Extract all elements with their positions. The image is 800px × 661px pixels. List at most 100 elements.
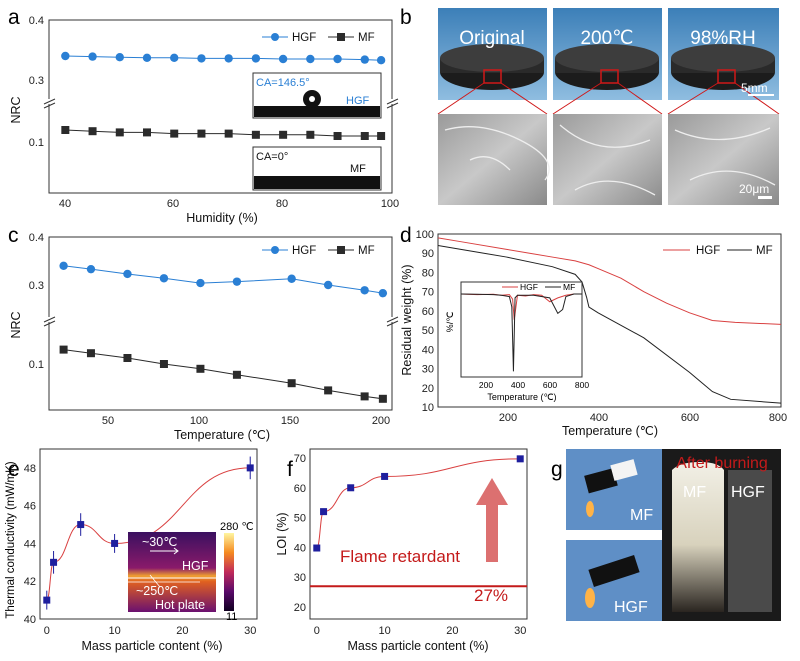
e-point: [77, 521, 85, 529]
c-ytick-0.3: 0.3: [29, 280, 44, 292]
f-point: [516, 455, 524, 463]
a-xtick-80: 80: [276, 198, 288, 210]
d-ytick-80: 80: [422, 267, 434, 279]
legend-a: HGF MF: [262, 32, 375, 44]
sample-photo-200c: [553, 8, 662, 100]
inset-hgf-name: HGF: [346, 95, 370, 107]
inset-dtg-frame: [460, 281, 583, 378]
f-point: [320, 508, 328, 516]
a-point-hgf: [333, 54, 342, 64]
a-point-hgf: [61, 51, 70, 61]
d-ytick-60: 60: [422, 306, 434, 318]
d-line-hgf: [437, 237, 782, 325]
d-ylabel: Residual weight (%): [400, 264, 414, 375]
d-ytick-90: 90: [422, 248, 434, 260]
e-xtick-20: 20: [176, 625, 188, 637]
legend-a-mf: MF: [358, 32, 375, 44]
d-inset-line-mf: [460, 293, 582, 372]
a-point-hgf: [376, 56, 386, 65]
sample-photo-original: [438, 8, 547, 100]
c-xtick-200: 200: [372, 415, 390, 427]
c-line-hgf: [63, 265, 383, 294]
a-ytick-0.3: 0.3: [29, 75, 44, 87]
e-xlabel: Mass particle content (%): [81, 639, 222, 653]
e-xtick-10: 10: [108, 625, 120, 637]
mf-residue: [672, 462, 724, 612]
f-threshold-label: 27%: [474, 586, 508, 605]
g-label-hgf-residue: HGF: [731, 484, 765, 501]
g-label-mf: MF: [630, 507, 653, 524]
chart-f-frame: [309, 448, 528, 620]
f-ytick-60: 60: [294, 483, 306, 495]
c-ylabel: NRC: [9, 311, 23, 338]
a-point-mf: [224, 129, 233, 138]
inset-xlabel: Temperature (℃): [487, 392, 556, 402]
f-fit-curve: [316, 458, 521, 549]
c-point-hgf: [196, 278, 205, 288]
d-ytick-10: 10: [422, 402, 434, 414]
d-xtick-400: 400: [590, 412, 608, 424]
c-point-hgf: [378, 288, 388, 298]
a-point-mf: [88, 127, 97, 136]
f-point: [347, 484, 355, 492]
c-point-mf: [86, 349, 95, 358]
a-xlabel: Humidity (%): [186, 211, 258, 225]
f-xlabel: Mass particle content (%): [347, 639, 488, 653]
c-point-hgf: [232, 277, 242, 286]
a-point-mf: [170, 129, 179, 138]
c-point-hgf: [360, 286, 369, 295]
d-xtick-800: 800: [769, 412, 787, 424]
a-ytick-0.1: 0.1: [29, 137, 44, 149]
sem-98rh: [668, 114, 779, 205]
d-ytick-20: 20: [422, 383, 434, 395]
legend-a-hgf: HGF: [292, 32, 316, 44]
inset-mf-surface: [254, 176, 380, 189]
a-xtick-40: 40: [59, 198, 71, 210]
photo-title-original: Original: [459, 28, 524, 49]
c-ytick-0.1: 0.1: [29, 359, 44, 371]
panel-b-photos: Original 200℃ 98%RH 5mm 20μm: [437, 8, 780, 205]
panel-label-f: f: [287, 458, 293, 481]
photo-title-98rh: 98%RH: [690, 28, 755, 49]
c-point-hgf: [323, 280, 333, 290]
hgf-residue: [728, 470, 772, 612]
d-ytick-40: 40: [422, 344, 434, 356]
a-point-mf: [360, 132, 369, 140]
chart-a: HGF MF CA=146.5° HGF CA=0° MF 0.4 0.3 0.…: [9, 15, 399, 225]
c-point-mf: [159, 360, 168, 368]
e-ytick-44: 44: [24, 538, 36, 550]
d-xlabel: Temperature (℃): [562, 424, 658, 438]
c-point-hgf: [86, 264, 96, 274]
e-ytick-42: 42: [24, 576, 36, 588]
g-label-mf-residue: MF: [683, 484, 706, 501]
f-ylabel: LOI (%): [275, 512, 289, 555]
e-ytick-40: 40: [24, 614, 36, 626]
d-xtick-600: 600: [681, 412, 699, 424]
c-point-mf: [59, 345, 68, 354]
a-point-hgf: [278, 54, 288, 64]
c-point-hgf: [123, 269, 132, 279]
a-point-mf: [279, 130, 288, 139]
f-ytick-50: 50: [294, 513, 306, 525]
f-ytick-40: 40: [294, 542, 306, 554]
panel-label-c: c: [8, 224, 19, 247]
inset-e-plate: Hot plate: [155, 598, 205, 612]
chart-f: Flame retardant 27% 20 30 40 50 60 70 0 10 20 30…: [275, 448, 528, 653]
sem-200c: [553, 114, 662, 205]
a-point-hgf: [142, 53, 152, 62]
c-point-mf: [196, 364, 205, 373]
axis-break-right-c: [386, 316, 399, 327]
up-arrow-icon: [476, 478, 508, 562]
colorbar-min: 11: [226, 611, 237, 623]
colorbar-max: 280 ℃: [220, 521, 254, 533]
inset-thermal-image: ~30℃ HGF ~250℃ Hot plate 280 ℃ 11: [128, 521, 254, 623]
inset-legend-hgf: HGF: [520, 282, 538, 292]
e-point: [50, 558, 58, 566]
chart-c-frame: [48, 236, 393, 411]
a-point-hgf: [251, 54, 261, 63]
inset-hgf-surface: [254, 106, 380, 117]
sem-texture: [444, 124, 776, 196]
f-xtick-30: 30: [514, 625, 526, 637]
c-point-hgf: [159, 274, 169, 283]
e-point: [43, 596, 51, 604]
